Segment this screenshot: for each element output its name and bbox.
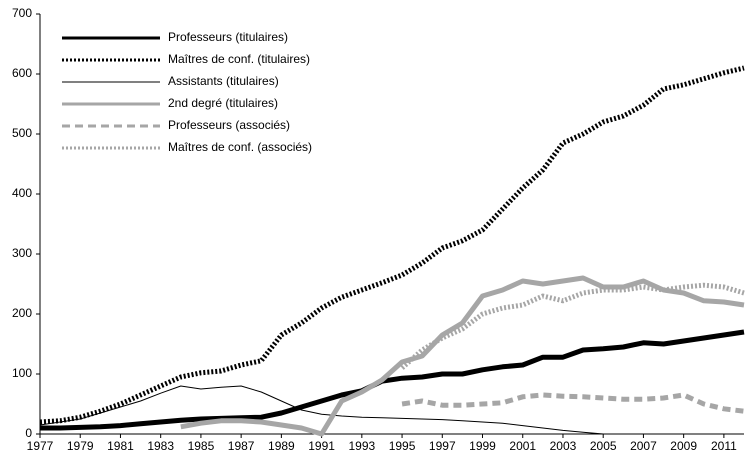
x-tick-label: 1983 [147,439,174,453]
x-tick-label: 1977 [27,439,54,453]
x-tick-label: 1999 [469,439,496,453]
series-line [39,65,745,425]
y-tick-label: 500 [12,126,32,140]
x-tick-label: 2001 [509,439,536,453]
legend-label: Maîtres de conf. (associés) [168,140,312,154]
x-tick-label: 2011 [711,439,737,453]
legend-label: Professeurs (associés) [168,118,290,132]
x-tick-label: 1993 [348,439,375,453]
x-tick-label: 1981 [107,439,134,453]
series-line [180,275,745,437]
x-tick-label: 2007 [630,439,657,453]
x-tick-label: 1991 [308,439,335,453]
y-tick-label: 200 [12,306,32,320]
x-tick-label: 1997 [429,439,456,453]
x-tick-label: 1985 [188,439,215,453]
x-tick-label: 1995 [389,439,416,453]
y-tick-label: 100 [12,366,32,380]
x-tick-label: 1987 [228,439,255,453]
series-line [401,392,745,414]
legend-label: Assistants (titulaires) [168,74,279,88]
y-tick-label: 700 [12,6,32,20]
legend-label: Professeurs (titulaires) [168,30,288,44]
y-tick-label: 600 [12,66,32,80]
legend-label: Maîtres de conf. (titulaires) [168,52,310,66]
x-tick-label: 2009 [670,439,697,453]
x-tick-label: 2003 [550,439,577,453]
y-tick-label: 0 [25,426,32,440]
x-tick-label: 1979 [67,439,94,453]
legend-label: 2nd degré (titulaires) [168,96,278,110]
x-tick-label: 1989 [268,439,295,453]
series-line [40,329,745,431]
series-line [39,385,604,435]
y-tick-label: 300 [12,246,32,260]
y-tick-label: 400 [12,186,32,200]
series-line [400,282,745,370]
x-tick-label: 2005 [590,439,617,453]
